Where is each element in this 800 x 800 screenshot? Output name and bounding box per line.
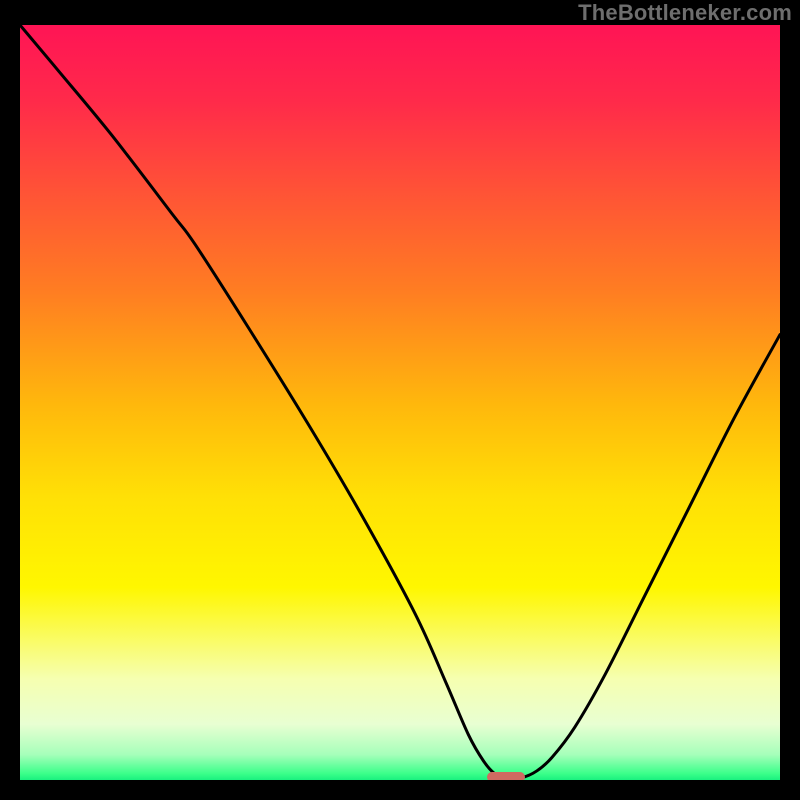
figure: TheBottleneker.com: [0, 0, 800, 800]
optimal-marker: [487, 772, 525, 780]
bottleneck-curve: [20, 25, 780, 780]
plot-area: [20, 25, 780, 780]
attribution-text: TheBottleneker.com: [578, 0, 792, 26]
